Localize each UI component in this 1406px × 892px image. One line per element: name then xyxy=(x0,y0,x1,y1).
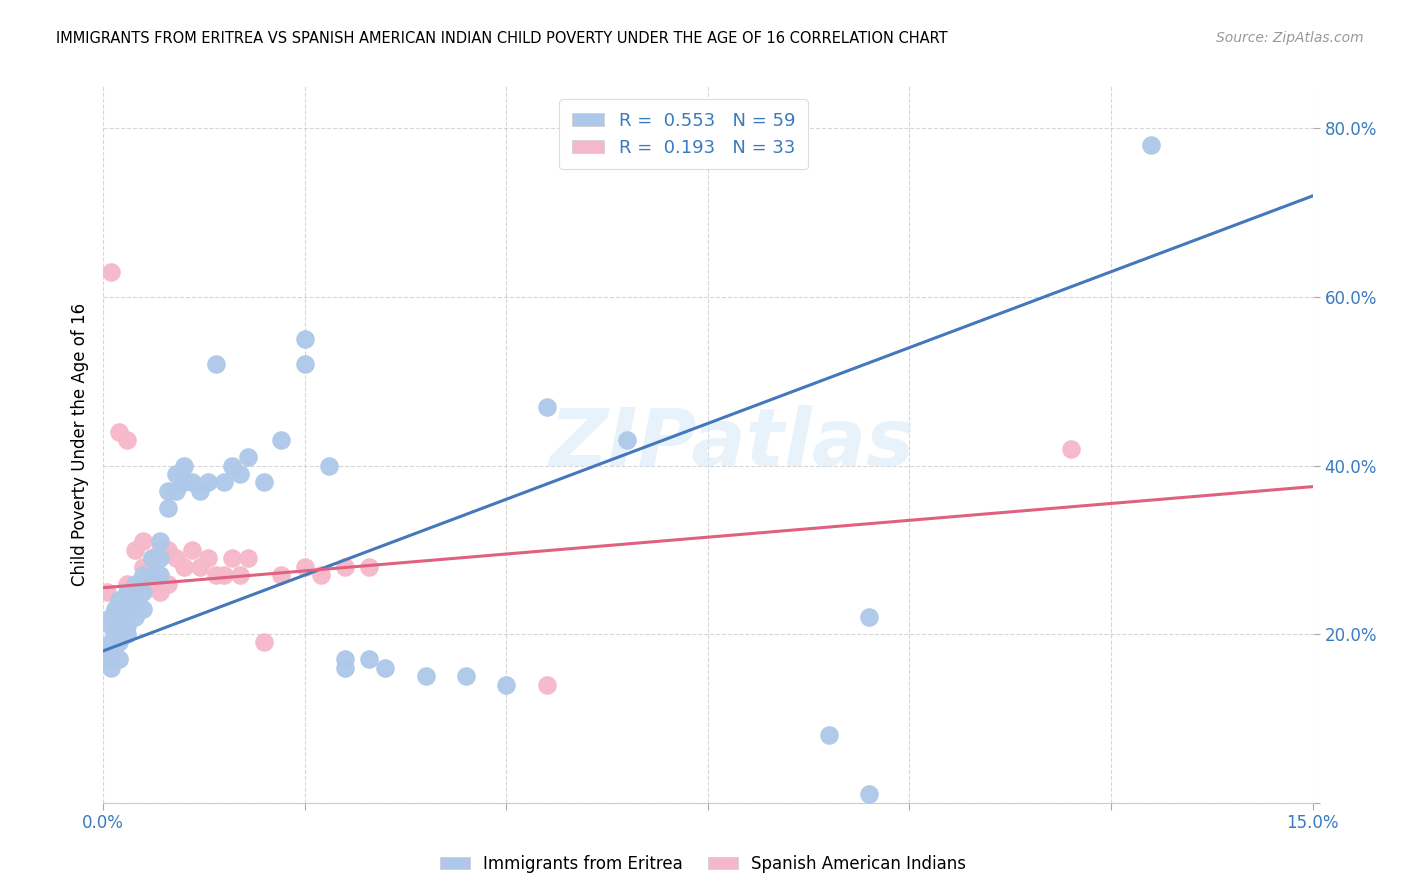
Point xyxy=(108,593,131,607)
Point xyxy=(229,467,252,481)
Text: ZIPatlas: ZIPatlas xyxy=(550,406,914,483)
Point xyxy=(104,601,127,615)
Point xyxy=(132,568,155,582)
Point xyxy=(117,601,139,615)
Point xyxy=(117,576,139,591)
Point xyxy=(205,358,228,372)
Point xyxy=(165,551,187,566)
Point xyxy=(108,635,131,649)
Point xyxy=(858,787,880,801)
Point xyxy=(148,585,170,599)
Point xyxy=(100,635,122,649)
Point xyxy=(212,568,235,582)
Point xyxy=(197,551,219,566)
Point xyxy=(132,601,155,615)
Point xyxy=(100,610,122,624)
Point xyxy=(148,568,170,582)
Point xyxy=(108,425,131,439)
Point xyxy=(415,669,437,683)
Point xyxy=(141,568,163,582)
Point xyxy=(124,593,146,607)
Point xyxy=(359,652,381,666)
Point xyxy=(96,585,118,599)
Point xyxy=(100,265,122,279)
Point xyxy=(318,458,340,473)
Point xyxy=(132,585,155,599)
Point xyxy=(132,534,155,549)
Legend: Immigrants from Eritrea, Spanish American Indians: Immigrants from Eritrea, Spanish America… xyxy=(433,848,973,880)
Point xyxy=(221,458,243,473)
Point xyxy=(148,551,170,566)
Point xyxy=(165,467,187,481)
Point xyxy=(616,434,638,448)
Text: Source: ZipAtlas.com: Source: ZipAtlas.com xyxy=(1216,31,1364,45)
Point xyxy=(165,483,187,498)
Point xyxy=(156,500,179,515)
Point xyxy=(294,559,316,574)
Point xyxy=(253,475,276,490)
Point xyxy=(117,627,139,641)
Point xyxy=(108,652,131,666)
Point xyxy=(188,559,211,574)
Point xyxy=(212,475,235,490)
Point xyxy=(536,400,558,414)
Point xyxy=(205,568,228,582)
Point xyxy=(156,483,179,498)
Point xyxy=(117,585,139,599)
Point xyxy=(1060,442,1083,456)
Point xyxy=(221,551,243,566)
Point xyxy=(173,559,195,574)
Point xyxy=(495,678,517,692)
Point xyxy=(148,534,170,549)
Point xyxy=(141,551,163,566)
Point xyxy=(100,644,122,658)
Point xyxy=(124,610,146,624)
Point xyxy=(156,576,179,591)
Point xyxy=(1140,138,1163,153)
Point xyxy=(858,610,880,624)
Point xyxy=(454,669,477,683)
Point xyxy=(117,434,139,448)
Point xyxy=(148,542,170,557)
Point xyxy=(100,652,122,666)
Point xyxy=(108,610,131,624)
Point xyxy=(333,661,356,675)
Point xyxy=(817,728,839,742)
Point xyxy=(180,475,202,490)
Point xyxy=(124,585,146,599)
Point xyxy=(536,678,558,692)
Point xyxy=(238,450,260,464)
Point xyxy=(294,358,316,372)
Point xyxy=(270,568,292,582)
Point xyxy=(238,551,260,566)
Point xyxy=(197,475,219,490)
Point xyxy=(132,559,155,574)
Point xyxy=(124,576,146,591)
Point xyxy=(229,568,252,582)
Point xyxy=(100,618,122,632)
Point xyxy=(141,576,163,591)
Point xyxy=(124,542,146,557)
Point xyxy=(270,434,292,448)
Point xyxy=(253,635,276,649)
Point xyxy=(374,661,396,675)
Y-axis label: Child Poverty Under the Age of 16: Child Poverty Under the Age of 16 xyxy=(72,303,89,586)
Point xyxy=(180,542,202,557)
Point xyxy=(188,483,211,498)
Legend: R =  0.553   N = 59, R =  0.193   N = 33: R = 0.553 N = 59, R = 0.193 N = 33 xyxy=(560,99,808,169)
Text: IMMIGRANTS FROM ERITREA VS SPANISH AMERICAN INDIAN CHILD POVERTY UNDER THE AGE O: IMMIGRANTS FROM ERITREA VS SPANISH AMERI… xyxy=(56,31,948,46)
Point xyxy=(173,458,195,473)
Point xyxy=(173,475,195,490)
Point xyxy=(100,661,122,675)
Point xyxy=(108,618,131,632)
Point xyxy=(333,652,356,666)
Point xyxy=(156,542,179,557)
Point xyxy=(309,568,332,582)
Point xyxy=(359,559,381,574)
Point xyxy=(294,332,316,346)
Point xyxy=(333,559,356,574)
Point xyxy=(117,618,139,632)
Point xyxy=(141,551,163,566)
